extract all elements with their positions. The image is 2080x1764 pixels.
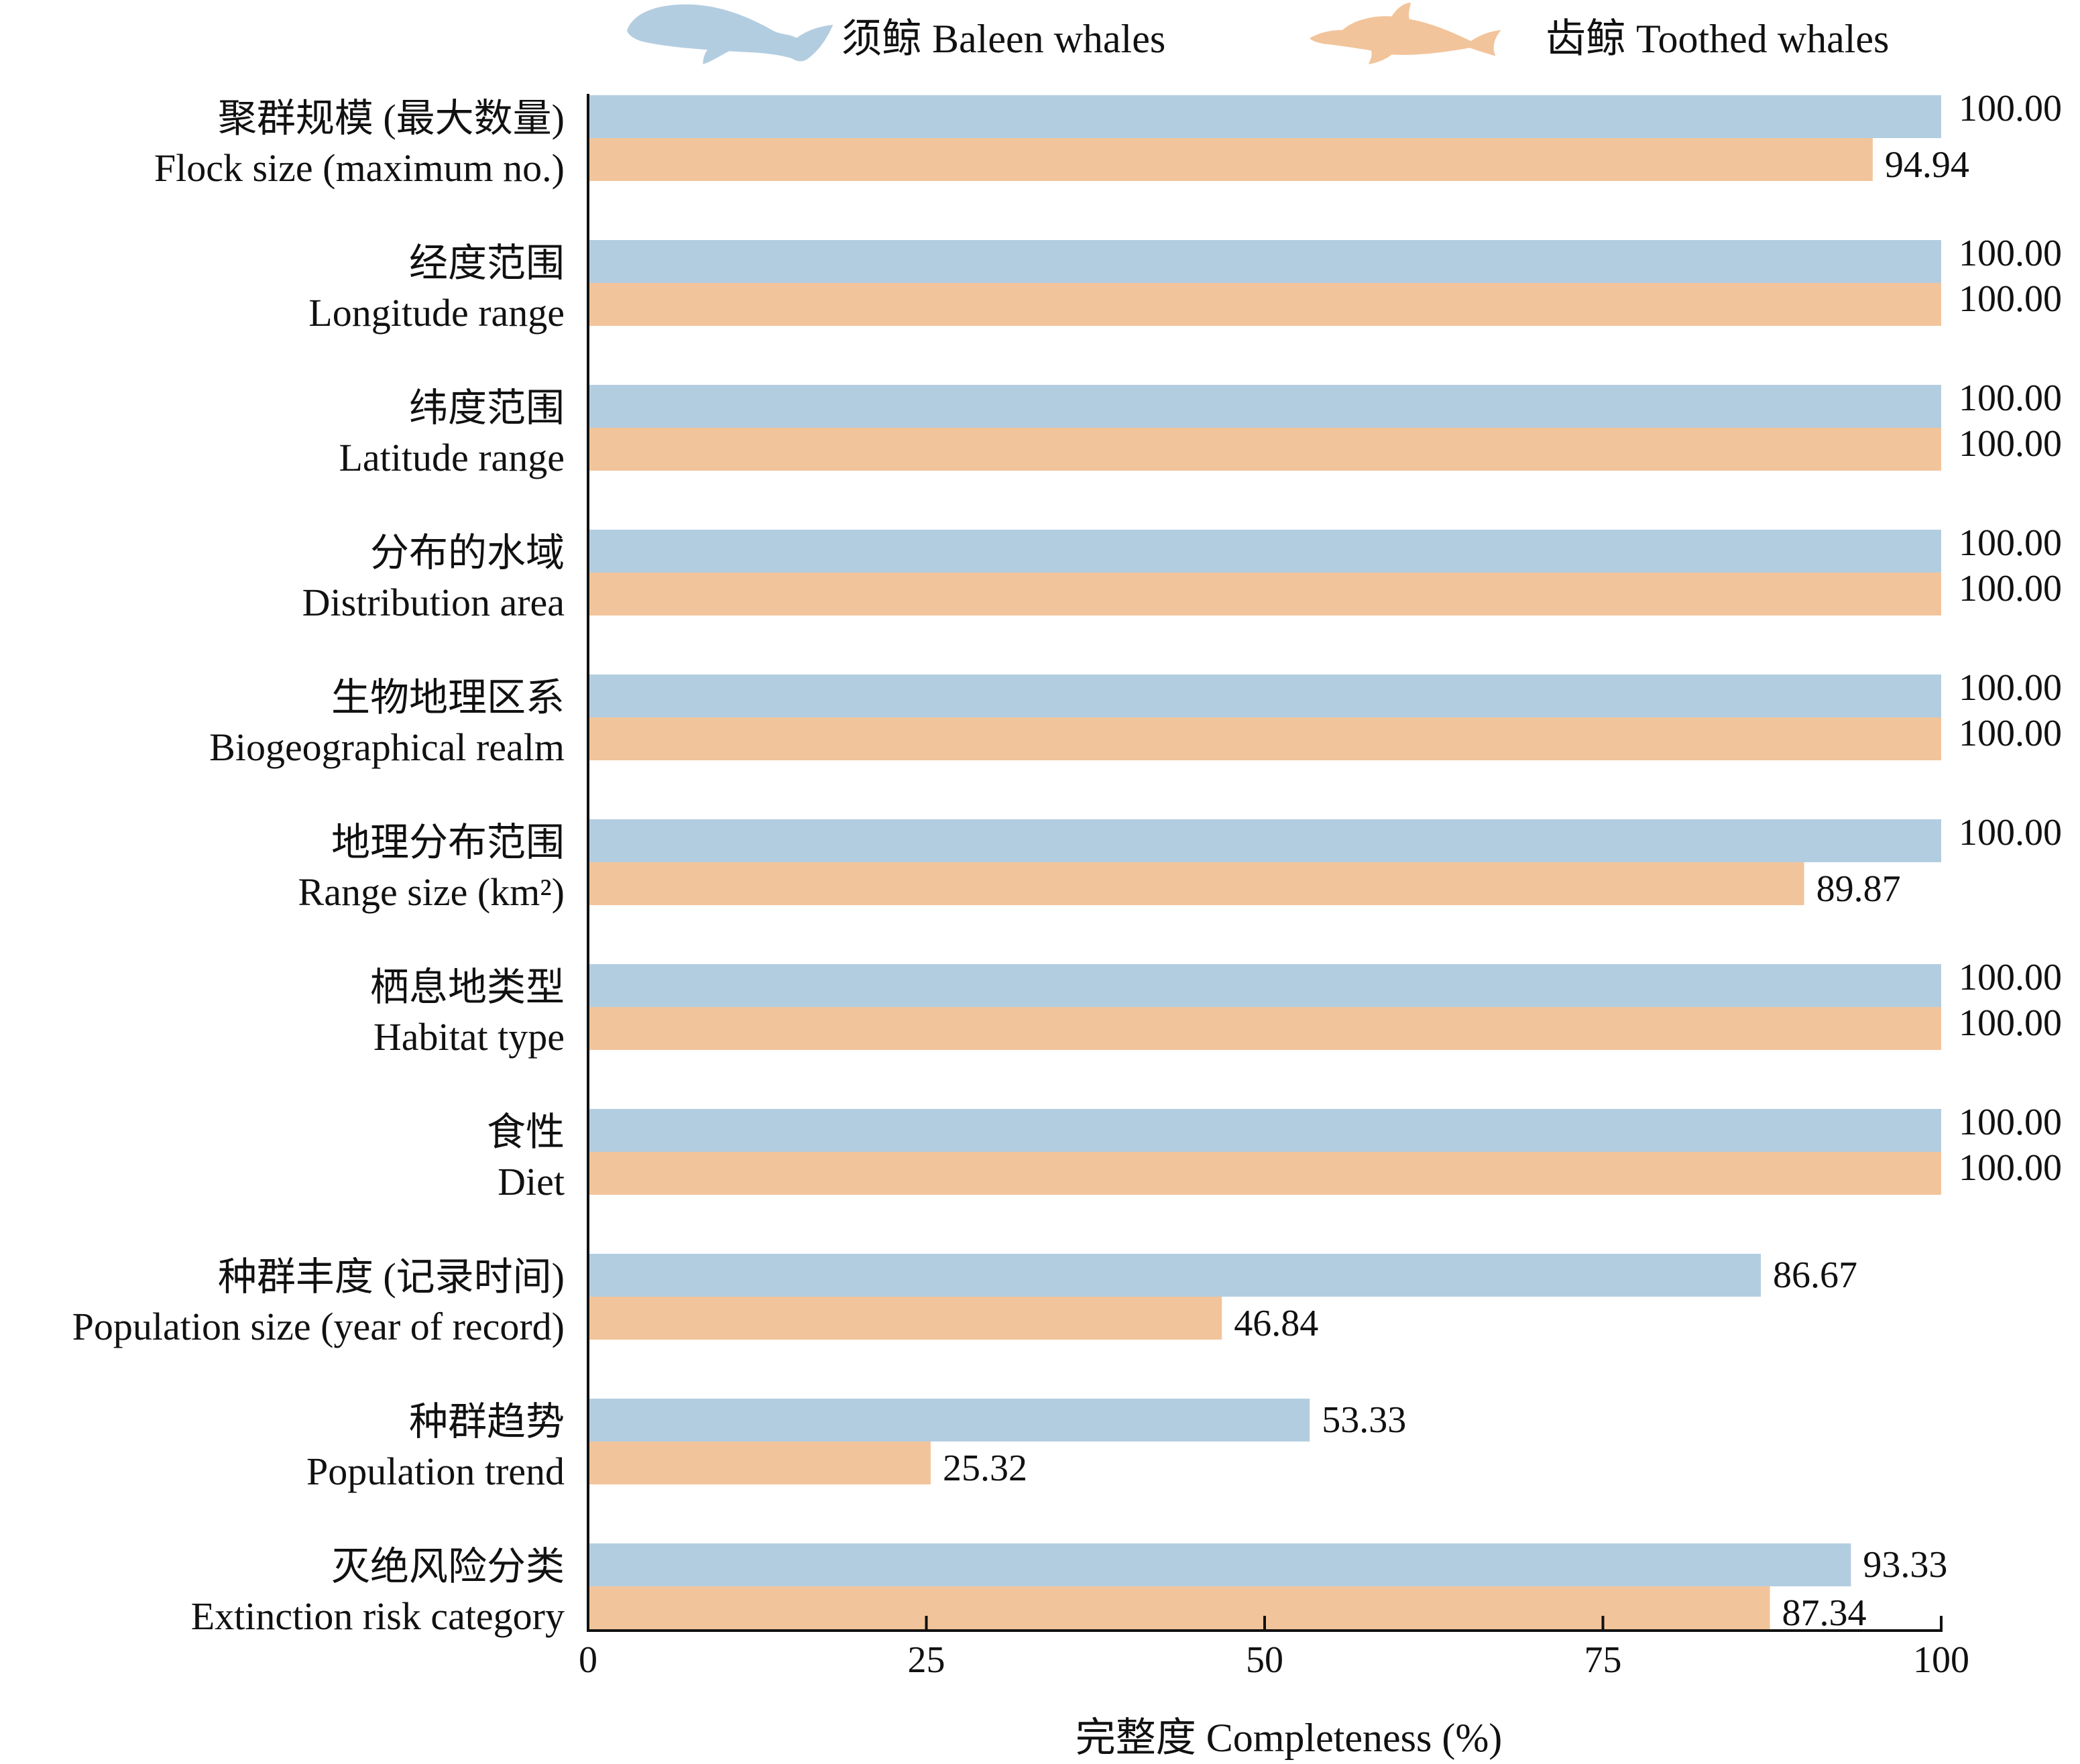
value-label-toothed-6: 100.00 bbox=[1959, 1002, 2062, 1044]
legend: 须鲸 Baleen whales 齿鲸 Toothed whales bbox=[627, 3, 1889, 64]
value-label-baleen-7: 100.00 bbox=[1959, 1102, 2062, 1143]
bar-toothed-2 bbox=[588, 428, 1941, 471]
bar-baleen-6 bbox=[588, 964, 1941, 1007]
bar-toothed-3 bbox=[588, 573, 1941, 615]
category-label-en-7: Diet bbox=[498, 1160, 565, 1203]
legend-item-toothed: 齿鲸 Toothed whales bbox=[1310, 3, 1889, 64]
bar-toothed-1 bbox=[588, 283, 1941, 326]
axes-group: 0 25 50 75 100 bbox=[579, 94, 1969, 1681]
bar-baleen-8 bbox=[588, 1254, 1761, 1297]
toothed-whale-icon bbox=[1310, 3, 1501, 64]
value-label-baleen-6: 100.00 bbox=[1959, 957, 2062, 998]
value-label-baleen-2: 100.00 bbox=[1959, 377, 2062, 419]
legend-label-toothed: 齿鲸 Toothed whales bbox=[1546, 17, 1889, 61]
bar-baleen-5 bbox=[588, 819, 1941, 862]
category-label-zh-3: 分布的水域 bbox=[370, 531, 565, 575]
bar-baleen-9 bbox=[588, 1399, 1310, 1442]
category-label-zh-0: 聚群规模 (最大数量) bbox=[218, 97, 565, 140]
value-label-baleen-8: 86.67 bbox=[1773, 1254, 1857, 1296]
bar-toothed-5 bbox=[588, 862, 1804, 905]
bar-baleen-3 bbox=[588, 530, 1941, 573]
bar-toothed-7 bbox=[588, 1152, 1941, 1195]
value-label-toothed-8: 46.84 bbox=[1234, 1303, 1318, 1344]
category-label-en-3: Distribution area bbox=[302, 581, 565, 624]
category-label-zh-6: 栖息地类型 bbox=[370, 965, 565, 1009]
category-label-en-9: Population trend bbox=[306, 1450, 565, 1493]
bar-baleen-1 bbox=[588, 240, 1941, 283]
value-label-toothed-3: 100.00 bbox=[1959, 568, 2062, 609]
value-label-toothed-5: 89.87 bbox=[1816, 868, 1901, 910]
x-axis-title: 完整度 Completeness (%) bbox=[1076, 1716, 1503, 1760]
bar-baleen-4 bbox=[588, 674, 1941, 717]
category-label-zh-1: 经度范围 bbox=[409, 241, 565, 285]
category-label-en-2: Latitude range bbox=[339, 436, 565, 479]
x-tick-label-75: 75 bbox=[1584, 1639, 1622, 1681]
legend-label-baleen: 须鲸 Baleen whales bbox=[842, 17, 1165, 61]
bar-toothed-4 bbox=[588, 717, 1941, 760]
bar-baleen-7 bbox=[588, 1109, 1941, 1152]
category-labels-group: 聚群规模 (最大数量) Flock size (maximum no.) 经度范围 L… bbox=[72, 97, 565, 1638]
bar-baleen-0 bbox=[588, 95, 1941, 138]
x-tick-label-25: 25 bbox=[908, 1639, 945, 1681]
value-label-toothed-0: 94.94 bbox=[1885, 144, 1969, 186]
category-label-en-1: Longitude range bbox=[308, 291, 565, 335]
value-labels-group: 100.0094.94100.00100.00100.00100.00100.0… bbox=[943, 88, 2062, 1634]
bars-group bbox=[588, 95, 1941, 1629]
value-label-toothed-7: 100.00 bbox=[1959, 1147, 2062, 1189]
value-label-toothed-1: 100.00 bbox=[1959, 278, 2062, 320]
baleen-whale-icon bbox=[627, 4, 833, 64]
bar-toothed-0 bbox=[588, 138, 1873, 181]
x-tick-label-50: 50 bbox=[1246, 1639, 1283, 1681]
value-label-toothed-10: 87.34 bbox=[1782, 1592, 1867, 1634]
value-label-baleen-4: 100.00 bbox=[1959, 667, 2062, 709]
category-label-zh-4: 生物地理区系 bbox=[331, 676, 565, 719]
category-label-zh-9: 种群趋势 bbox=[409, 1400, 565, 1444]
category-label-zh-10: 灭绝风险分类 bbox=[331, 1545, 565, 1588]
value-label-baleen-1: 100.00 bbox=[1959, 233, 2062, 274]
category-label-en-8: Population size (year of record) bbox=[72, 1305, 565, 1348]
value-label-toothed-9: 25.32 bbox=[943, 1448, 1027, 1489]
category-label-en-0: Flock size (maximum no.) bbox=[154, 146, 565, 190]
value-label-baleen-9: 53.33 bbox=[1322, 1399, 1406, 1441]
category-label-en-6: Habitat type bbox=[373, 1015, 565, 1059]
value-label-toothed-2: 100.00 bbox=[1959, 423, 2062, 465]
category-label-zh-5: 地理分布范围 bbox=[331, 821, 565, 864]
bar-baleen-10 bbox=[588, 1543, 1851, 1586]
bar-toothed-8 bbox=[588, 1297, 1222, 1340]
x-tick-label-0: 0 bbox=[579, 1639, 597, 1681]
legend-item-baleen: 须鲸 Baleen whales bbox=[627, 4, 1165, 64]
bar-baleen-2 bbox=[588, 385, 1941, 428]
category-label-zh-8: 种群丰度 (记录时间) bbox=[218, 1255, 565, 1299]
category-label-en-10: Extinction risk category bbox=[191, 1594, 565, 1638]
x-tick-label-100: 100 bbox=[1913, 1639, 1969, 1681]
value-label-baleen-3: 100.00 bbox=[1959, 522, 2062, 564]
bar-toothed-9 bbox=[588, 1442, 931, 1484]
value-label-baleen-5: 100.00 bbox=[1959, 812, 2062, 854]
value-label-baleen-10: 93.33 bbox=[1863, 1544, 1947, 1586]
bar-toothed-6 bbox=[588, 1007, 1941, 1050]
value-label-baleen-0: 100.00 bbox=[1959, 88, 2062, 129]
category-label-zh-2: 纬度范围 bbox=[409, 386, 565, 430]
value-label-toothed-4: 100.00 bbox=[1959, 713, 2062, 754]
category-label-en-5: Range size (km²) bbox=[298, 870, 565, 914]
category-label-en-4: Biogeographical realm bbox=[209, 725, 565, 769]
bar-toothed-10 bbox=[588, 1586, 1770, 1629]
category-label-zh-7: 食性 bbox=[487, 1110, 565, 1154]
